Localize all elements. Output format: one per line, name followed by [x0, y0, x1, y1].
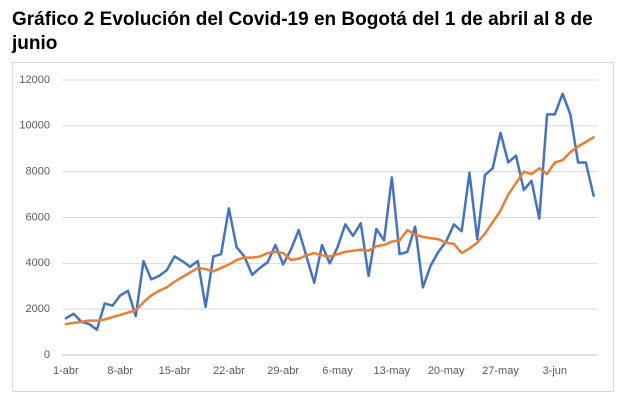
chart-title: Gráfico 2 Evolución del Covid-19 en Bogo…: [12, 9, 593, 54]
y-tick-label: 2000: [26, 303, 50, 315]
x-tick-label: 15-abr: [159, 365, 191, 377]
data-line: [64, 92, 595, 332]
y-tick-label: 8000: [26, 166, 50, 178]
x-tick-label: 8-abr: [107, 365, 133, 377]
y-tick-label: 10000: [19, 120, 50, 132]
x-tick-label: 6-may: [322, 365, 353, 377]
data-line: [64, 136, 595, 326]
x-tick-label: 3-jun: [543, 365, 567, 377]
y-tick-label: 0: [44, 349, 50, 361]
x-tick-label: 22-abr: [213, 365, 245, 377]
y-tick-label: 4000: [26, 257, 50, 269]
x-tick-label: 20-may: [428, 365, 465, 377]
x-tick-label: 29-abr: [267, 365, 299, 377]
x-tick-label: 13-may: [373, 365, 410, 377]
chart-frame: [12, 62, 614, 392]
x-tick-label: 27-may: [482, 365, 519, 377]
y-tick-label: 6000: [26, 211, 50, 223]
y-tick-label: 12000: [19, 74, 50, 86]
x-tick-label: 1-abr: [53, 365, 79, 377]
